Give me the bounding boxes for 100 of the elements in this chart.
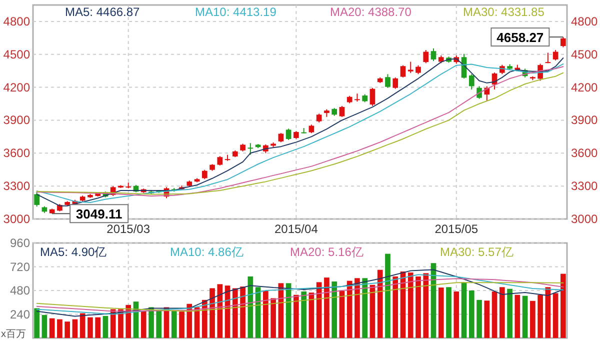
bar [49, 318, 55, 338]
text: MA20: 5.16亿 [290, 245, 364, 259]
candlestick [545, 52, 551, 64]
bar [538, 294, 543, 338]
bar [179, 312, 184, 338]
bar [492, 291, 498, 338]
candlestick [468, 74, 474, 90]
y-tick-label: 960 [10, 236, 30, 250]
x-tick-label: 2015/04 [274, 222, 318, 236]
y2-tick-label: 3600 [571, 146, 598, 160]
y2-tick-label: 3900 [571, 113, 598, 128]
text: MA20: 4388.70 [330, 5, 412, 19]
bar [346, 280, 352, 338]
bar [263, 290, 268, 338]
candlestick [392, 76, 398, 90]
bar [270, 298, 276, 338]
bar [339, 290, 345, 338]
y-axis-title: x百万 [1, 329, 26, 340]
bar [377, 270, 383, 338]
candlestick [423, 49, 429, 64]
y-tick-label: 3300 [3, 179, 30, 194]
y2-tick-label: 3000 [571, 212, 598, 226]
y-tick-label: 3900 [3, 113, 30, 128]
y-tick-label: 4500 [3, 47, 30, 62]
candlestick [34, 191, 40, 208]
bar [324, 278, 330, 338]
text: MA5: 4.90亿 [40, 245, 107, 259]
y2-tick-label: 4200 [571, 80, 598, 94]
candlestick [278, 132, 284, 143]
candlestick [552, 49, 558, 61]
candlestick [248, 142, 254, 156]
bar [484, 300, 490, 338]
bar [354, 278, 360, 338]
y2-tick-label: 4500 [571, 47, 598, 62]
bar [186, 304, 192, 338]
candlestick [370, 87, 376, 106]
annotation: 4658.27 [496, 30, 544, 46]
bar [301, 291, 306, 338]
bar [34, 308, 40, 338]
bar [248, 276, 254, 338]
y-tick-label: 240 [10, 307, 30, 322]
y-tick-label: 4200 [3, 80, 30, 94]
bar [88, 317, 93, 338]
bar [232, 288, 238, 338]
candlestick [476, 86, 482, 100]
bar [468, 290, 474, 338]
bar [499, 287, 505, 338]
bar [560, 274, 566, 338]
candlestick [408, 61, 414, 74]
bar [332, 281, 337, 338]
bar [80, 313, 86, 338]
bar [416, 276, 421, 338]
bar [408, 272, 414, 338]
bar [552, 293, 558, 338]
bar [362, 278, 368, 338]
bar [545, 287, 551, 338]
bar [64, 322, 70, 338]
bar [507, 288, 512, 338]
text: MA30: 4331.85 [463, 5, 545, 19]
bar [385, 254, 390, 338]
bar [102, 316, 108, 338]
text: MA5: 4466.87 [65, 5, 140, 19]
y-tick-label: 3600 [3, 146, 30, 160]
y-tick-label: 3000 [3, 212, 30, 226]
bar [438, 288, 444, 338]
bar [530, 300, 536, 338]
bar [217, 284, 223, 338]
bar [370, 284, 376, 338]
bar [156, 310, 162, 338]
y-tick-label: 720 [10, 260, 30, 274]
candlestick [430, 48, 436, 62]
bar [392, 276, 398, 338]
candlestick [339, 105, 345, 118]
text: MA10: 4413.19 [195, 5, 277, 19]
bar [140, 310, 146, 338]
bar [476, 300, 482, 338]
candlestick [385, 74, 390, 88]
bar [522, 296, 528, 338]
candlestick [217, 156, 223, 166]
x-tick-label: 2015/03 [106, 222, 150, 236]
y-tick-label: 480 [10, 284, 30, 298]
bar [308, 292, 314, 338]
bar [72, 319, 78, 338]
bar [423, 273, 429, 338]
bar [461, 282, 467, 338]
bar [454, 291, 460, 338]
bar [240, 286, 246, 338]
y2-tick-label: 3300 [571, 179, 598, 194]
candlestick [400, 64, 406, 78]
candlestick [286, 128, 292, 140]
bar [210, 288, 215, 338]
bar [95, 317, 101, 338]
y2-tick-label: 4800 [571, 14, 598, 28]
bar [514, 294, 520, 338]
bar [294, 294, 299, 338]
y-tick-label: 4800 [3, 14, 30, 28]
series-label: MA30: 5.57亿 [440, 245, 514, 259]
bar [446, 287, 452, 338]
bar [42, 314, 48, 338]
x-tick-label: 2015/05 [434, 222, 478, 236]
